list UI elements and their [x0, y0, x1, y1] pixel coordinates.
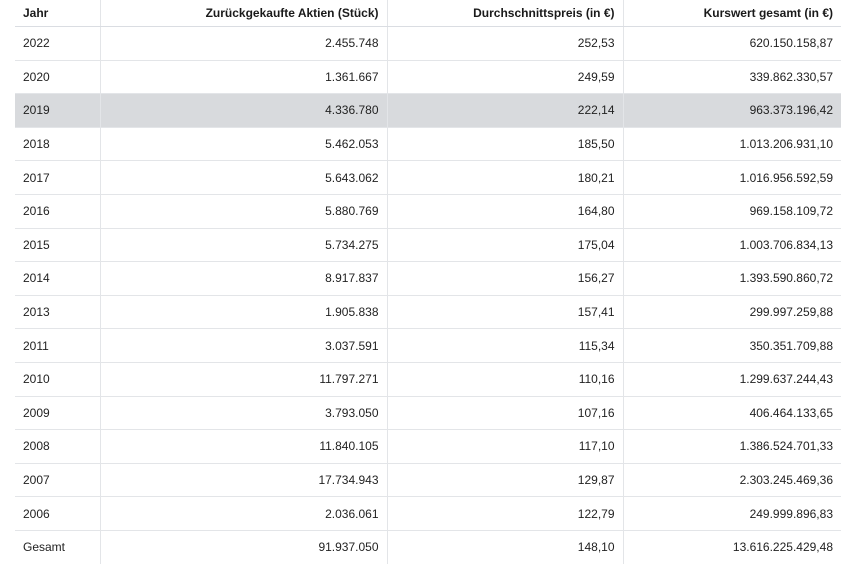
cell-total-value: 1.013.206.931,10: [622, 127, 841, 162]
cell-average-price: 110,16: [386, 362, 623, 397]
table-row: 2008 11.840.105 117,10 1.386.524.701,33: [15, 429, 841, 464]
header-shares-bought-back[interactable]: Zurückgekaufte Aktien (Stück): [99, 0, 387, 27]
cell-year: 2013: [15, 295, 100, 330]
cell-shares: 5.734.275: [99, 228, 387, 263]
table-row: 2013 1.905.838 157,41 299.997.259,88: [15, 295, 841, 330]
cell-average-price: 117,10: [386, 429, 623, 464]
cell-shares: 3.793.050: [99, 396, 387, 431]
cell-shares: 11.840.105: [99, 429, 387, 464]
cell-average-price: 157,41: [386, 295, 623, 330]
cell-total-value: 249.999.896,83: [622, 496, 841, 531]
cell-shares: 17.734.943: [99, 463, 387, 498]
cell-average-price: 122,79: [386, 496, 623, 531]
cell-average-price: 222,14: [386, 93, 623, 128]
table-row: 2014 8.917.837 156,27 1.393.590.860,72: [15, 261, 841, 296]
cell-year: 2018: [15, 127, 100, 162]
table-row: 2006 2.036.061 122,79 249.999.896,83: [15, 496, 841, 531]
cell-total-value: 406.464.133,65: [622, 396, 841, 431]
cell-average-price: 185,50: [386, 127, 623, 162]
table-row: 2009 3.793.050 107,16 406.464.133,65: [15, 396, 841, 431]
cell-shares: 5.643.062: [99, 160, 387, 195]
cell-total-value: 1.299.637.244,43: [622, 362, 841, 397]
cell-total-value: 963.373.196,42: [622, 93, 841, 128]
table-row: 2020 1.361.667 249,59 339.862.330,57: [15, 60, 841, 95]
cell-average-price: 115,34: [386, 328, 623, 363]
cell-shares: 4.336.780: [99, 93, 387, 128]
share-buyback-table: Jahr Zurückgekaufte Aktien (Stück) Durch…: [15, 0, 841, 564]
table-row: 2019 4.336.780 222,14 963.373.196,42: [15, 93, 841, 128]
total-row: Gesamt 91.937.050 148,10 13.616.225.429,48: [15, 530, 841, 564]
total-average-price: 148,10: [386, 530, 623, 564]
header-year[interactable]: Jahr: [15, 0, 100, 27]
cell-average-price: 249,59: [386, 60, 623, 95]
table-body: 2022 2.455.748 252,53 620.150.158,87 2020 1.3…: [15, 26, 841, 564]
cell-average-price: 175,04: [386, 228, 623, 263]
cell-year: 2007: [15, 463, 100, 498]
cell-average-price: 164,80: [386, 194, 623, 229]
total-label: Gesamt: [23, 540, 66, 555]
cell-year: 2017: [15, 160, 100, 195]
cell-year: 2019: [15, 93, 100, 128]
cell-shares: 3.037.591: [99, 328, 387, 363]
cell-average-price: 252,53: [386, 26, 623, 61]
header-row: Jahr Zurückgekaufte Aktien (Stück) Durch…: [15, 0, 841, 27]
table-header: Jahr Zurückgekaufte Aktien (Stück) Durch…: [15, 0, 841, 27]
cell-year: 2008: [15, 429, 100, 464]
cell-year: 2009: [15, 396, 100, 431]
cell-average-price: 107,16: [386, 396, 623, 431]
cell-year: 2014: [15, 261, 100, 296]
cell-shares: 11.797.271: [99, 362, 387, 397]
cell-average-price: 129,87: [386, 463, 623, 498]
cell-shares: 1.361.667: [99, 60, 387, 95]
cell-average-price: 180,21: [386, 160, 623, 195]
table-row: 2010 11.797.271 110,16 1.299.637.244,43: [15, 362, 841, 397]
cell-total-value: 299.997.259,88: [622, 295, 841, 330]
cell-shares: 1.905.838: [99, 295, 387, 330]
share-buyback-table-container: Jahr Zurückgekaufte Aktien (Stück) Durch…: [15, 0, 841, 564]
table-row: 2022 2.455.748 252,53 620.150.158,87: [15, 26, 841, 61]
header-average-price[interactable]: Durchschnittspreis (in €): [386, 0, 623, 27]
cell-shares: 5.880.769: [99, 194, 387, 229]
cell-total-value: 620.150.158,87: [622, 26, 841, 61]
cell-total-value: 2.303.245.469,36: [622, 463, 841, 498]
table-row: 2011 3.037.591 115,34 350.351.709,88: [15, 328, 841, 363]
cell-total-value: 350.351.709,88: [622, 328, 841, 363]
cell-year: 2015: [15, 228, 100, 263]
cell-total-value: 969.158.109,72: [622, 194, 841, 229]
cell-shares: 2.036.061: [99, 496, 387, 531]
cell-total-value: 339.862.330,57: [622, 60, 841, 95]
cell-total-value: 1.386.524.701,33: [622, 429, 841, 464]
table-row: 2016 5.880.769 164,80 969.158.109,72: [15, 194, 841, 229]
cell-year: 2020: [15, 60, 100, 95]
header-total-value[interactable]: Kurswert gesamt (in €): [622, 0, 841, 27]
cell-total-value: 1.003.706.834,13: [622, 228, 841, 263]
cell-average-price: 156,27: [386, 261, 623, 296]
table-row: 2007 17.734.943 129,87 2.303.245.469,36: [15, 463, 841, 498]
total-value: 13.616.225.429,48: [622, 530, 841, 564]
cell-year: 2022: [15, 26, 100, 61]
cell-shares: 5.462.053: [99, 127, 387, 162]
cell-total-value: 1.393.590.860,72: [622, 261, 841, 296]
table-row: 2018 5.462.053 185,50 1.013.206.931,10: [15, 127, 841, 162]
cell-total-value: 1.016.956.592,59: [622, 160, 841, 195]
cell-year: 2016: [15, 194, 100, 229]
table-row: 2017 5.643.062 180,21 1.016.956.592,59: [15, 160, 841, 195]
total-shares: 91.937.050: [99, 530, 387, 564]
cell-year: 2006: [15, 496, 100, 531]
cell-shares: 2.455.748: [99, 26, 387, 61]
cell-year: 2010: [15, 362, 100, 397]
cell-year: 2011: [15, 328, 100, 363]
cell-shares: 8.917.837: [99, 261, 387, 296]
table-row: 2015 5.734.275 175,04 1.003.706.834,13: [15, 228, 841, 263]
